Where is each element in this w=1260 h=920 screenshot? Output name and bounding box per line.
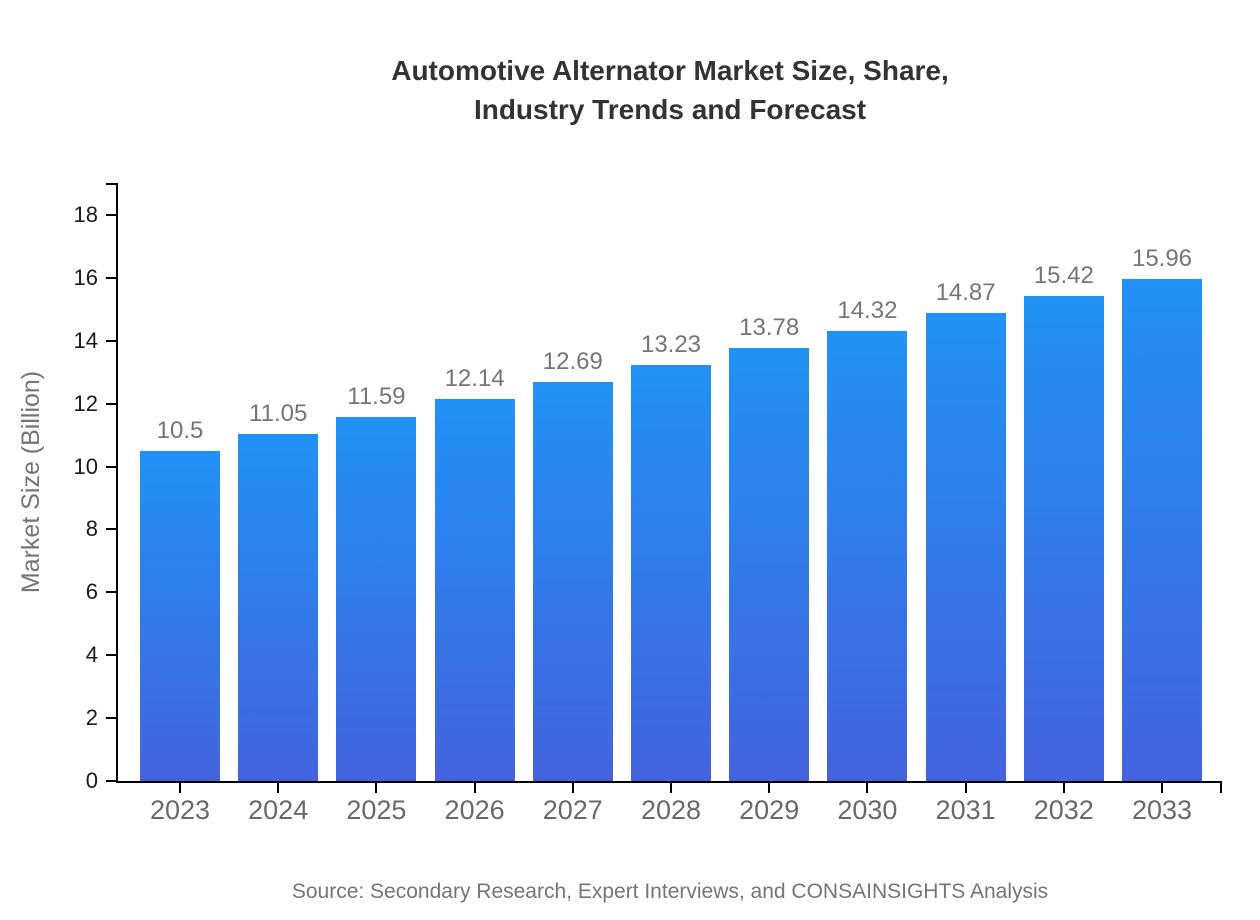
y-tick-label-6: 6: [85, 579, 98, 605]
x-tick-mark: [866, 781, 869, 793]
chart-title-line-2: Industry Trends and Forecast: [473, 94, 867, 125]
x-tick-label-2032: 2032: [1033, 795, 1094, 825]
bar-2027: [532, 382, 613, 781]
y-tick-mark: [106, 591, 118, 594]
chart-title: Automotive Alternator Market Size, Share…: [118, 51, 1222, 129]
y-tick-label-8: 8: [85, 516, 98, 542]
x-tick-mark: [1161, 781, 1163, 793]
bar-2025: [336, 416, 417, 781]
x-tick-mark: [473, 781, 476, 793]
y-tick-mark: [106, 780, 118, 782]
bar-value-label-2026: 12.14: [444, 365, 505, 393]
x-tick-label-2029: 2029: [739, 795, 800, 825]
bar-value-label-2025: 11.59: [347, 382, 406, 410]
x-tick-label-2031: 2031: [935, 795, 996, 825]
x-tick-label-2027: 2027: [542, 795, 603, 825]
bar-value-label-2029: 13.78: [739, 313, 800, 341]
y-tick-label-0: 0: [85, 768, 98, 793]
bar-2028: [631, 365, 711, 781]
bar-2033: [1122, 279, 1202, 781]
x-tick-label-2024: 2024: [248, 795, 309, 825]
x-axis-end-cap: [1220, 781, 1222, 793]
x-tick-label-2028: 2028: [640, 795, 702, 825]
bar-2029: [729, 347, 810, 781]
bar-value-label-2024: 11.05: [249, 399, 308, 427]
x-tick-mark: [571, 781, 574, 793]
x-tick-label-2026: 2026: [444, 795, 505, 825]
x-tick-mark: [964, 781, 967, 793]
y-tick-label-4: 4: [85, 642, 98, 668]
x-tick-label-2033: 2033: [1131, 795, 1193, 825]
bar-2030: [827, 330, 908, 781]
bar-value-label-2031: 14.87: [935, 279, 996, 307]
y-tick-mark: [106, 465, 118, 468]
bar-2031: [925, 313, 1006, 781]
x-tick-mark: [1062, 781, 1065, 793]
x-axis-line: [116, 781, 1222, 783]
y-tick-mark: [106, 654, 118, 657]
y-tick-label-2: 2: [85, 705, 98, 731]
x-tick-label-2025: 2025: [346, 795, 407, 825]
x-tick-mark: [375, 781, 378, 793]
y-axis-line: [116, 183, 118, 783]
y-tick-mark: [106, 402, 118, 405]
bar-value-label-2030: 14.32: [837, 296, 898, 324]
x-tick-mark: [277, 781, 280, 793]
y-tick-label-10: 10: [73, 453, 98, 479]
x-tick-mark: [670, 781, 672, 793]
x-tick-mark: [179, 781, 181, 793]
x-tick-label-2030: 2030: [837, 795, 898, 825]
y-axis-end-cap: [106, 183, 118, 185]
chart-title-line-1: Automotive Alternator Market Size, Share…: [391, 55, 949, 86]
y-tick-mark: [106, 214, 118, 217]
x-tick-mark: [768, 781, 771, 793]
y-tick-label-18: 18: [73, 202, 98, 228]
bar-value-label-2028: 13.23: [640, 331, 702, 359]
y-tick-mark: [106, 276, 118, 279]
bar-2026: [434, 399, 515, 781]
y-tick-mark: [106, 717, 118, 720]
bar-2024: [238, 433, 319, 781]
bar-value-label-2033: 15.96: [1131, 245, 1193, 273]
bar-value-label-2023: 10.5: [156, 416, 204, 444]
source-note: Source: Secondary Research, Expert Inter…: [291, 880, 1049, 903]
y-tick-label-14: 14: [73, 327, 98, 353]
bar-value-label-2027: 12.69: [542, 348, 603, 376]
y-tick-label-16: 16: [73, 264, 98, 290]
bar-2023: [140, 450, 220, 781]
y-tick-label-12: 12: [73, 390, 98, 416]
bar-value-label-2032: 15.42: [1033, 262, 1094, 290]
y-tick-mark: [106, 339, 118, 342]
y-tick-mark: [106, 528, 118, 531]
x-tick-label-2023: 2023: [149, 795, 211, 825]
bar-2032: [1023, 296, 1104, 781]
